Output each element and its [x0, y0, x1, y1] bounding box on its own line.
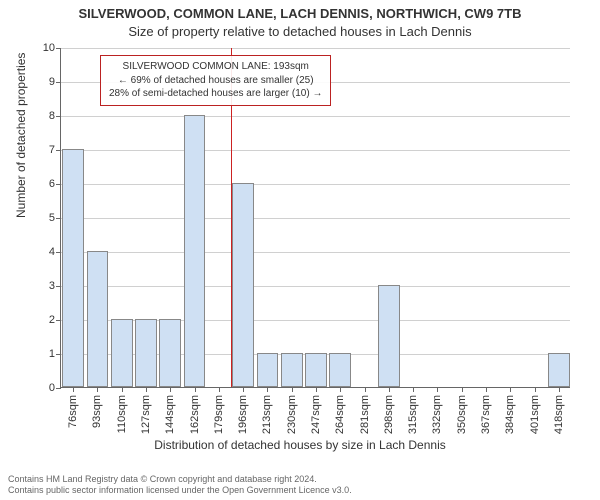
- xtick-mark: [146, 387, 147, 392]
- y-axis-label: Number of detached properties: [14, 53, 28, 218]
- ytick-mark: [56, 286, 61, 287]
- xtick-mark: [219, 387, 220, 392]
- xtick-label: 179sqm: [213, 395, 225, 434]
- xtick-label: 281sqm: [359, 395, 371, 434]
- annotation-line1: SILVERWOOD COMMON LANE: 193sqm: [109, 60, 322, 74]
- chart-title-line2: Size of property relative to detached ho…: [0, 24, 600, 39]
- ytick-label: 2: [49, 314, 55, 326]
- xtick-label: 213sqm: [261, 395, 273, 434]
- ytick-label: 8: [49, 110, 55, 122]
- bar: [62, 149, 84, 387]
- xtick-mark: [122, 387, 123, 392]
- xtick-mark: [510, 387, 511, 392]
- annotation-box: SILVERWOOD COMMON LANE: 193sqm ← 69% of …: [100, 55, 331, 106]
- bar: [184, 115, 206, 387]
- footer-line1: Contains HM Land Registry data © Crown c…: [8, 474, 352, 485]
- xtick-label: 162sqm: [189, 395, 201, 434]
- xtick-mark: [413, 387, 414, 392]
- chart-container: SILVERWOOD, COMMON LANE, LACH DENNIS, NO…: [0, 0, 600, 500]
- ytick-mark: [56, 354, 61, 355]
- xtick-label: 384sqm: [504, 395, 516, 434]
- xtick-label: 93sqm: [91, 395, 103, 428]
- ytick-label: 1: [49, 348, 55, 360]
- ytick-label: 6: [49, 178, 55, 190]
- xtick-label: 418sqm: [553, 395, 565, 434]
- ytick-label: 7: [49, 144, 55, 156]
- ytick-mark: [56, 388, 61, 389]
- xtick-mark: [73, 387, 74, 392]
- ytick-mark: [56, 82, 61, 83]
- ytick-mark: [56, 150, 61, 151]
- xtick-label: 332sqm: [431, 395, 443, 434]
- gridline: [61, 252, 570, 253]
- bar: [329, 353, 351, 387]
- annotation-line2: ← 69% of detached houses are smaller (25…: [109, 74, 322, 88]
- footer-line2: Contains public sector information licen…: [8, 485, 352, 496]
- xtick-mark: [365, 387, 366, 392]
- ytick-label: 3: [49, 280, 55, 292]
- xtick-label: 401sqm: [529, 395, 541, 434]
- bar: [305, 353, 327, 387]
- xtick-mark: [559, 387, 560, 392]
- ytick-label: 9: [49, 76, 55, 88]
- bar: [548, 353, 570, 387]
- xtick-label: 367sqm: [480, 395, 492, 434]
- ytick-mark: [56, 320, 61, 321]
- ytick-label: 5: [49, 212, 55, 224]
- xtick-label: 76sqm: [67, 395, 79, 428]
- xtick-mark: [340, 387, 341, 392]
- gridline: [61, 48, 570, 49]
- bar: [257, 353, 279, 387]
- gridline: [61, 150, 570, 151]
- ytick-label: 10: [43, 42, 55, 54]
- gridline: [61, 286, 570, 287]
- ytick-mark: [56, 252, 61, 253]
- xtick-mark: [437, 387, 438, 392]
- xtick-mark: [535, 387, 536, 392]
- xtick-mark: [97, 387, 98, 392]
- xtick-label: 110sqm: [116, 395, 128, 433]
- xtick-label: 144sqm: [164, 395, 176, 434]
- ytick-label: 4: [49, 246, 55, 258]
- xtick-mark: [462, 387, 463, 392]
- x-axis-label: Distribution of detached houses by size …: [0, 438, 600, 452]
- xtick-label: 315sqm: [407, 395, 419, 434]
- xtick-label: 298sqm: [383, 395, 395, 434]
- xtick-mark: [195, 387, 196, 392]
- xtick-label: 230sqm: [286, 395, 298, 434]
- ytick-mark: [56, 218, 61, 219]
- footer-attribution: Contains HM Land Registry data © Crown c…: [8, 474, 352, 497]
- xtick-label: 350sqm: [456, 395, 468, 434]
- chart-title-line1: SILVERWOOD, COMMON LANE, LACH DENNIS, NO…: [0, 6, 600, 21]
- xtick-mark: [292, 387, 293, 392]
- xtick-mark: [267, 387, 268, 392]
- gridline: [61, 218, 570, 219]
- bar: [111, 319, 133, 387]
- bar: [159, 319, 181, 387]
- xtick-mark: [243, 387, 244, 392]
- xtick-label: 247sqm: [310, 395, 322, 434]
- ytick-label: 0: [49, 382, 55, 394]
- ytick-mark: [56, 184, 61, 185]
- gridline: [61, 116, 570, 117]
- bar: [135, 319, 157, 387]
- bar: [378, 285, 400, 387]
- bar: [87, 251, 109, 387]
- bar: [232, 183, 254, 387]
- ytick-mark: [56, 116, 61, 117]
- annotation-line3: 28% of semi-detached houses are larger (…: [109, 87, 322, 101]
- ytick-mark: [56, 48, 61, 49]
- xtick-mark: [486, 387, 487, 392]
- xtick-mark: [389, 387, 390, 392]
- xtick-mark: [316, 387, 317, 392]
- gridline: [61, 184, 570, 185]
- xtick-label: 127sqm: [140, 395, 152, 434]
- xtick-label: 264sqm: [334, 395, 346, 434]
- xtick-mark: [170, 387, 171, 392]
- bar: [281, 353, 303, 387]
- xtick-label: 196sqm: [237, 395, 249, 434]
